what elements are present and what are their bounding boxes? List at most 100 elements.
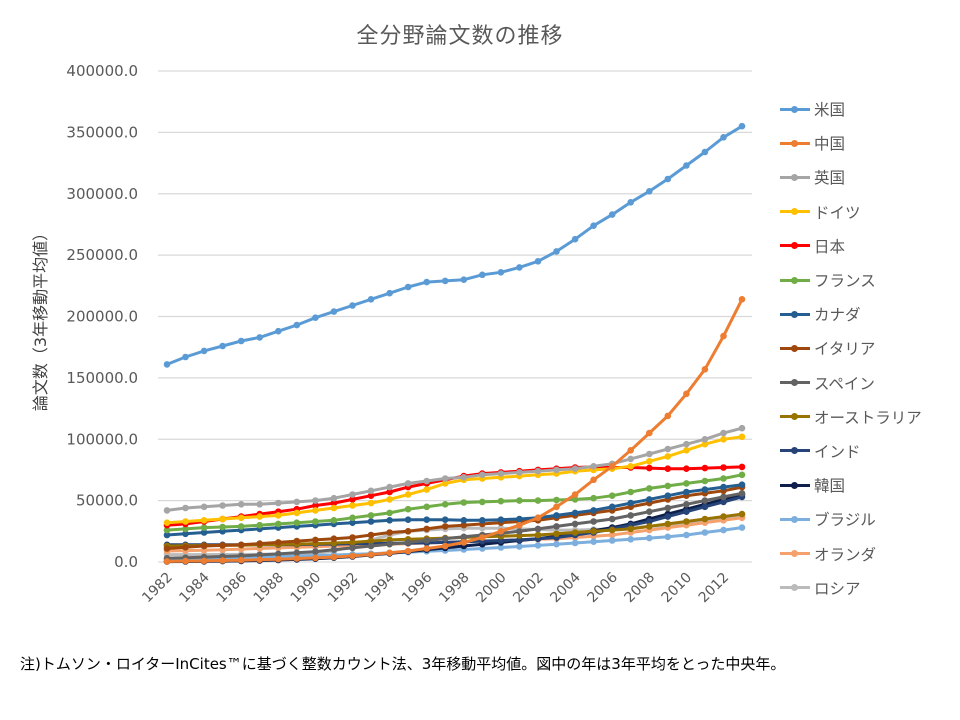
data-point — [627, 512, 634, 519]
legend-label: 米国 — [814, 101, 846, 120]
data-point — [237, 541, 245, 549]
data-point — [664, 445, 672, 453]
data-point — [608, 492, 616, 500]
series-6 — [163, 471, 746, 534]
data-point — [627, 499, 634, 507]
data-point — [683, 501, 690, 508]
data-point — [701, 503, 709, 511]
data-point — [664, 492, 672, 500]
data-point — [423, 537, 431, 544]
y-axis-ticks: 0.0 50000.0 100000.0 150000.0 200000.0 250000… — [66, 62, 138, 571]
data-point — [590, 222, 597, 229]
data-point — [720, 483, 727, 491]
data-point — [516, 497, 523, 504]
y-tick-label: 50000.0 — [76, 492, 138, 510]
data-point — [497, 269, 505, 276]
data-point — [330, 494, 338, 502]
x-tick-label: 1982 — [139, 570, 176, 607]
data-point — [534, 514, 542, 522]
x-tick-label: 1992 — [325, 570, 362, 607]
data-point — [312, 554, 319, 562]
data-point — [516, 264, 523, 271]
data-point — [256, 334, 264, 341]
data-point — [460, 539, 468, 546]
data-point — [738, 510, 746, 518]
data-point — [720, 475, 727, 482]
data-point — [590, 494, 597, 502]
data-point — [349, 519, 356, 526]
legend-marker-icon — [780, 274, 810, 286]
data-point — [404, 283, 412, 291]
legend-item: スペイン — [780, 366, 922, 400]
data-point — [404, 528, 412, 535]
data-point — [590, 463, 597, 470]
data-point — [664, 453, 672, 460]
data-point — [646, 458, 653, 465]
data-point — [330, 546, 338, 553]
data-point — [349, 534, 356, 541]
data-point — [367, 531, 375, 539]
data-point — [683, 508, 690, 515]
data-point — [720, 436, 727, 443]
data-point — [200, 347, 208, 355]
data-point — [738, 433, 746, 441]
x-tick-label: 2012 — [696, 570, 733, 607]
legend-item: オーストラリア — [780, 400, 922, 434]
footnote: 注)トムソン・ロイターInCites™に基づく整数カウント法、3年移動平均値。図… — [20, 655, 786, 673]
data-point — [571, 529, 579, 536]
data-point — [404, 547, 412, 555]
legend-label: ロシア — [814, 579, 861, 598]
data-point — [646, 534, 653, 542]
x-tick-label: 2008 — [622, 570, 659, 607]
data-point — [720, 493, 727, 501]
legend-item: ロシア — [780, 571, 922, 605]
data-point — [312, 497, 319, 504]
data-point — [423, 503, 431, 511]
legend-item: カナダ — [780, 297, 922, 331]
data-point — [738, 490, 746, 497]
data-point — [553, 540, 560, 548]
x-tick-label: 1998 — [436, 570, 473, 607]
data-point — [720, 526, 727, 534]
data-point — [738, 471, 746, 479]
data-point — [608, 537, 616, 544]
data-point — [553, 466, 560, 474]
data-point — [441, 475, 449, 482]
data-point — [534, 497, 542, 504]
data-point — [534, 525, 542, 533]
data-point — [330, 553, 338, 561]
data-point — [182, 525, 189, 533]
data-point — [312, 518, 319, 525]
data-point — [479, 471, 486, 479]
data-point — [367, 512, 375, 519]
legend-item: 英国 — [780, 160, 922, 194]
data-point — [256, 556, 264, 563]
legend-item: ブラジル — [780, 502, 922, 536]
data-point — [404, 491, 412, 498]
data-point — [441, 501, 449, 508]
data-point — [200, 542, 208, 550]
data-point — [293, 498, 301, 506]
data-point — [497, 544, 505, 551]
data-point — [683, 162, 690, 169]
data-point — [423, 545, 431, 552]
legend-item: フランス — [780, 263, 922, 297]
data-point — [330, 517, 338, 524]
x-tick-label: 1988 — [251, 570, 288, 607]
data-point — [720, 332, 727, 340]
legend-item: オランダ — [780, 536, 922, 570]
data-point — [646, 464, 653, 472]
x-tick-label: 1994 — [362, 569, 399, 606]
data-point — [330, 499, 338, 507]
x-tick-label: 1984 — [176, 569, 213, 606]
data-point — [608, 526, 616, 534]
chart-title: 全分野論文数の推移 — [356, 24, 564, 49]
data-point — [646, 485, 653, 492]
data-point — [441, 523, 449, 530]
data-point — [367, 518, 375, 525]
data-point — [664, 175, 672, 183]
y-tick-label: 0.0 — [114, 553, 138, 571]
data-point — [664, 533, 672, 541]
legend-marker-icon — [780, 103, 810, 115]
data-point — [163, 545, 171, 552]
